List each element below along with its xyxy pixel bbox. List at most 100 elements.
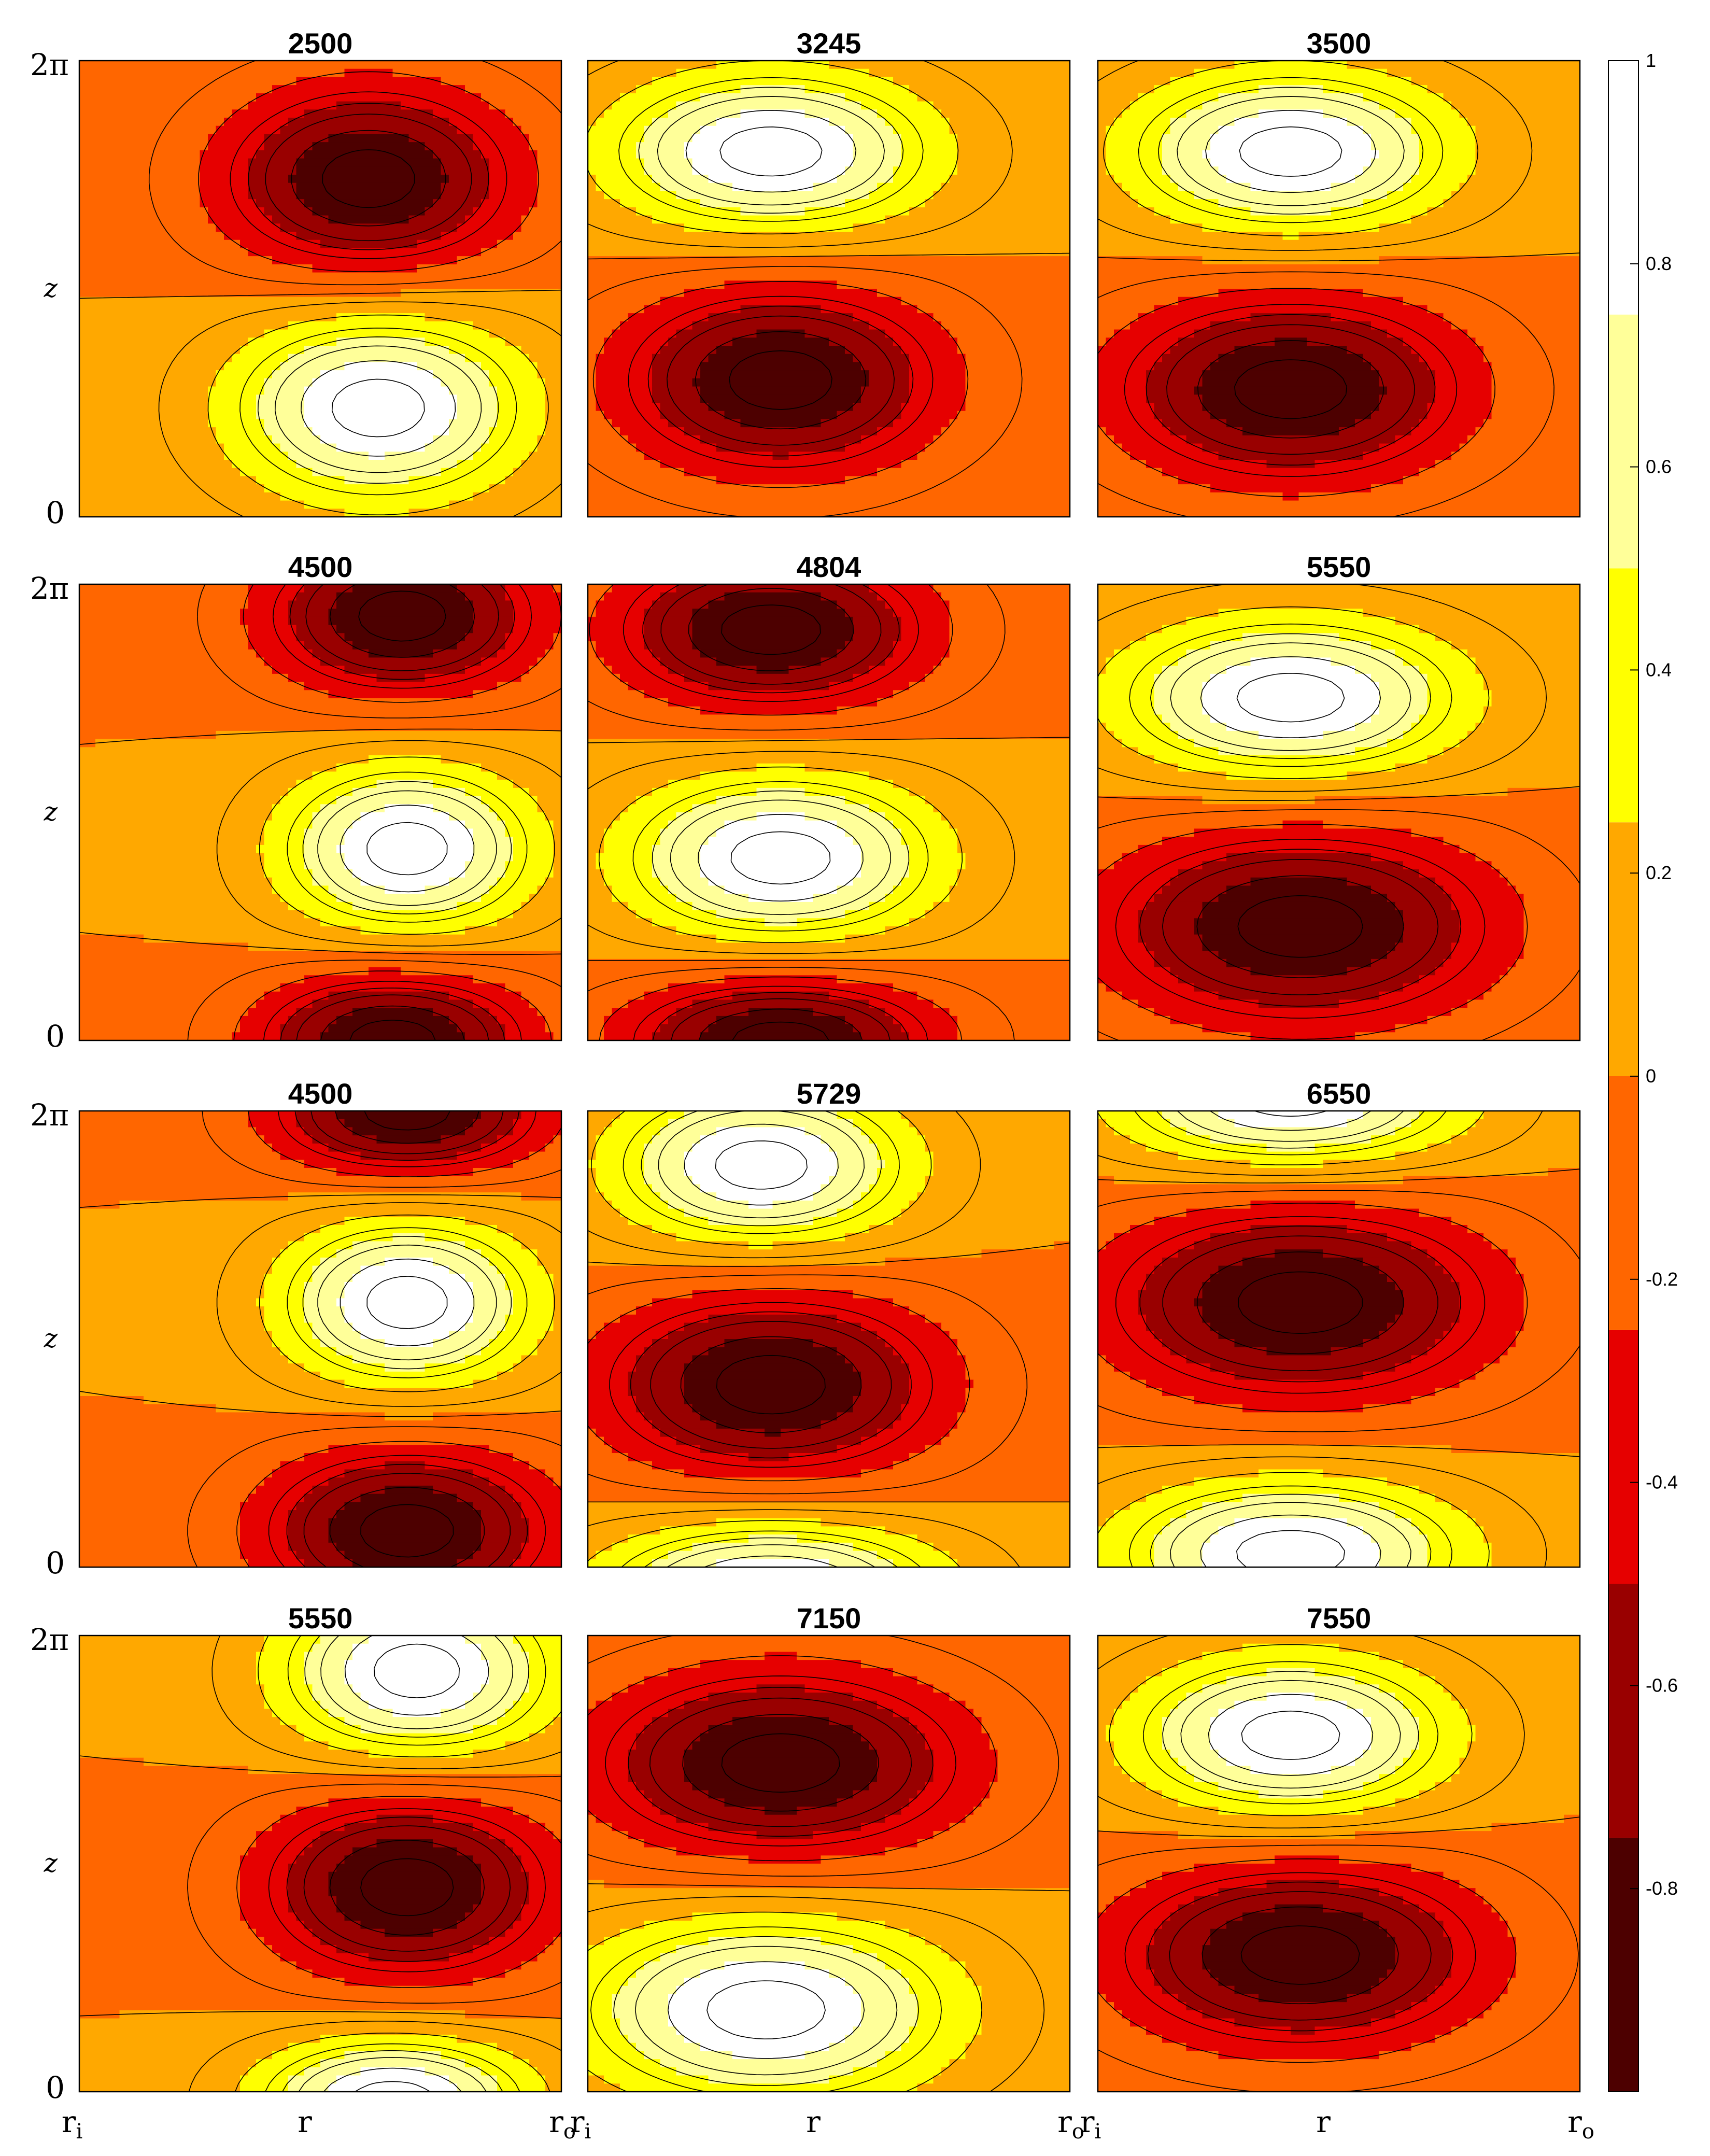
isoline xyxy=(628,1687,934,1837)
colorbar-band xyxy=(1608,568,1638,823)
isoline xyxy=(1177,96,1405,206)
contour-cell xyxy=(208,386,265,396)
contour-cell xyxy=(79,616,241,626)
contour-cell xyxy=(505,1928,561,1938)
contour-cell xyxy=(604,828,661,838)
contour-cell xyxy=(869,804,934,813)
contour-cell xyxy=(837,1151,878,1161)
contour-cell xyxy=(248,584,305,593)
contour-cell xyxy=(304,1233,393,1242)
contour-cell xyxy=(644,2051,733,2060)
contour-cell xyxy=(1218,609,1364,617)
contour-cell xyxy=(1218,991,1380,1001)
contour-cell xyxy=(473,321,561,330)
contour-cell xyxy=(588,625,645,634)
panel-frame xyxy=(78,583,562,1041)
contour-cell xyxy=(588,869,604,878)
isoline xyxy=(79,1755,561,2019)
contour-cell xyxy=(376,1135,442,1144)
contour-cell xyxy=(79,1668,257,1677)
contour-cell xyxy=(596,1700,685,1710)
contour-cell xyxy=(1098,714,1163,724)
contour-cell xyxy=(588,714,1070,724)
contour-cell xyxy=(1098,934,1139,943)
contour-cell xyxy=(644,641,693,650)
contour-cell xyxy=(497,812,546,821)
contour-cell xyxy=(949,329,1070,339)
contour-cell xyxy=(692,804,870,813)
contour-cell xyxy=(588,1676,645,1685)
contour-cell xyxy=(684,142,854,151)
contour-cell xyxy=(1395,1282,1460,1291)
contour-cell xyxy=(272,435,321,444)
contour-cell xyxy=(248,175,289,184)
contour-cell xyxy=(588,584,613,593)
contour-cell xyxy=(1459,926,1524,935)
contour-cell xyxy=(1098,641,1130,650)
contour-cell xyxy=(513,1807,561,1815)
contour-cell xyxy=(288,1896,337,1905)
isoline xyxy=(1098,1844,1579,2092)
contour-cell xyxy=(869,999,934,1009)
contour-cell xyxy=(869,666,934,674)
contour-cell xyxy=(232,109,305,118)
contour-cell xyxy=(1315,2026,1452,2035)
contour-cell xyxy=(756,666,789,674)
isoline xyxy=(1142,1661,1438,1805)
xtick-right: ro xyxy=(1057,2104,1084,2144)
contour-cell xyxy=(1178,975,1420,984)
contour-cell xyxy=(79,877,273,886)
contour-cell xyxy=(328,1445,490,1454)
contour-cell xyxy=(1098,1969,1155,1978)
contour-cell xyxy=(949,125,1070,135)
contour-cell xyxy=(352,1274,465,1283)
contour-cell xyxy=(1098,101,1130,110)
ytick-top: 2π xyxy=(30,1097,69,1133)
contour-cell xyxy=(949,1823,1070,1832)
contour-cell xyxy=(1098,1135,1130,1144)
contour-cell xyxy=(1098,1725,1107,1734)
contour-cell xyxy=(1259,1994,1348,2003)
contour-cell xyxy=(1194,1774,1380,1783)
contour-cell xyxy=(457,1921,514,1929)
contour-cell xyxy=(588,452,645,460)
contour-cell xyxy=(79,1790,561,1799)
contour-cell xyxy=(885,1526,1070,1535)
contour-cell xyxy=(708,682,829,691)
contour-cell xyxy=(965,1363,1070,1372)
contour-cell xyxy=(457,403,498,412)
contour-cell xyxy=(1435,386,1492,396)
contour-cell xyxy=(1483,706,1580,715)
contour-cell xyxy=(1194,1298,1404,1307)
contour-cell xyxy=(449,877,498,886)
contour-cell xyxy=(465,1636,514,1644)
contour-cell xyxy=(1098,1404,1243,1413)
contour-cell xyxy=(1475,657,1580,667)
contour-cell xyxy=(1500,869,1580,878)
contour-cell xyxy=(588,2018,620,2027)
contour-cell xyxy=(588,394,597,403)
contour-cell xyxy=(797,918,910,927)
contour-cell xyxy=(425,885,490,895)
contour-cell xyxy=(1202,150,1380,159)
contour-cell xyxy=(692,1741,870,1750)
contour-cell xyxy=(620,2026,677,2035)
contour-cell xyxy=(489,1477,554,1486)
contour-cell xyxy=(1242,1493,1339,1503)
contour-cell xyxy=(264,837,305,846)
contour-cell xyxy=(489,1008,538,1017)
contour-cell xyxy=(588,633,645,642)
contour-cell xyxy=(288,901,353,911)
contour-cell xyxy=(473,853,514,862)
contour-cell xyxy=(1491,690,1580,699)
isoline xyxy=(660,584,891,1040)
contour-cell xyxy=(272,812,313,821)
contour-cell xyxy=(465,1912,522,1921)
contour-cell xyxy=(837,706,1070,715)
contour-cell xyxy=(481,1143,546,1152)
contour-cell xyxy=(837,1445,926,1454)
contour-cell xyxy=(724,885,838,895)
contour-cell xyxy=(465,1274,506,1283)
contour-cell xyxy=(344,1660,490,1669)
